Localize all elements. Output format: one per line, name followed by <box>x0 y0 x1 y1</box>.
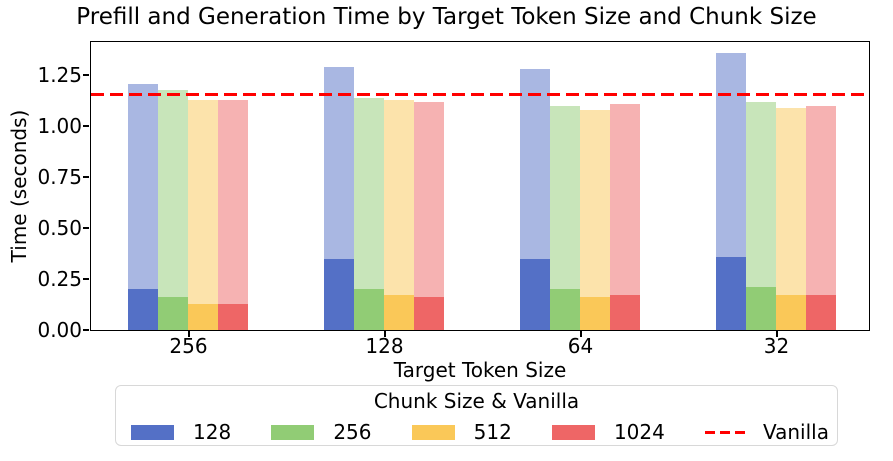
bar-chunk128-target256 <box>128 83 158 330</box>
x-tick-mark <box>775 331 778 337</box>
y-tick-label: 1.00 <box>37 113 82 138</box>
bar-prefill-segment <box>414 297 444 330</box>
legend-swatch-256 <box>271 424 315 440</box>
legend-title: Chunk Size & Vanilla <box>373 389 580 413</box>
bar-chunk512-target32 <box>776 108 806 330</box>
bar-chunk128-target32 <box>716 53 746 330</box>
bar-chunk512-target128 <box>384 100 414 330</box>
bar-chunk512-target64 <box>580 110 610 330</box>
legend-row: 128 256 512 1024 Vanilla <box>131 420 829 444</box>
legend-entry-512: 512 <box>411 420 512 444</box>
x-tick-mark <box>187 331 190 337</box>
bar-chunk128-target64 <box>520 69 550 330</box>
bar-prefill-segment <box>218 303 248 330</box>
bar-prefill-segment <box>128 289 158 330</box>
legend-entry-256: 256 <box>271 420 372 444</box>
x-tick-mark <box>579 331 582 337</box>
bar-prefill-segment <box>384 295 414 330</box>
y-tick-label: 0.25 <box>37 266 82 291</box>
bar-prefill-segment <box>354 289 384 330</box>
bar-chunk256-target128 <box>354 97 384 330</box>
legend: Chunk Size & Vanilla 128 256 512 1024 Vanill… <box>115 385 838 446</box>
y-tick-mark <box>83 124 89 127</box>
bar-prefill-segment <box>550 289 580 330</box>
legend-label: Vanilla <box>762 420 829 444</box>
bar-prefill-segment <box>610 295 640 330</box>
bar-chunk256-target64 <box>550 106 580 330</box>
x-tick-mark <box>383 331 386 337</box>
bar-chunk1024-target64 <box>610 104 640 330</box>
bar-chunk1024-target32 <box>806 106 836 330</box>
y-tick-label: 0.00 <box>37 317 82 342</box>
y-tick-label: 0.75 <box>37 164 82 189</box>
bar-prefill-segment <box>188 303 218 330</box>
bar-chunk128-target128 <box>324 67 354 330</box>
legend-entry-1024: 1024 <box>551 420 665 444</box>
legend-entry-128: 128 <box>131 421 231 443</box>
plot-area <box>90 41 870 331</box>
bar-prefill-segment <box>746 287 776 330</box>
y-tick-mark <box>83 277 89 280</box>
bar-prefill-segment <box>580 297 610 330</box>
vanilla-dash-key-icon <box>704 430 746 434</box>
legend-label: 128 <box>193 420 232 444</box>
legend-swatch-512 <box>411 424 455 440</box>
y-tick-label: 0.50 <box>37 215 82 240</box>
x-tick-label: 256 <box>169 334 208 358</box>
y-tick-label: 1.25 <box>37 63 82 88</box>
legend-label: 1024 <box>613 420 665 444</box>
x-axis-label: Target Token Size <box>393 358 567 382</box>
legend-label: 512 <box>473 420 512 444</box>
y-tick-mark <box>83 226 89 229</box>
legend-label: 256 <box>333 420 372 444</box>
x-tick-label: 128 <box>365 334 404 358</box>
bar-chunk1024-target256 <box>218 100 248 330</box>
bar-prefill-segment <box>776 295 806 330</box>
bar-prefill-segment <box>716 256 746 330</box>
bar-prefill-segment <box>324 258 354 330</box>
bar-chunk256-target32 <box>746 102 776 330</box>
y-tick-mark <box>83 74 89 77</box>
y-tick-mark <box>83 328 89 331</box>
bar-prefill-segment <box>158 297 188 330</box>
y-tick-mark <box>83 175 89 178</box>
legend-swatch-128 <box>131 424 174 440</box>
bar-chunk512-target256 <box>188 100 218 330</box>
x-tick-label: 64 <box>567 334 594 358</box>
x-tick-label: 32 <box>763 334 790 358</box>
bar-chunk256-target256 <box>158 89 188 330</box>
bar-prefill-segment <box>806 295 836 330</box>
vanilla-reference-line <box>91 93 869 97</box>
bar-prefill-segment <box>520 258 550 330</box>
bar-chunk1024-target128 <box>414 102 444 330</box>
legend-entry-vanilla: Vanilla <box>704 420 829 444</box>
chart-title: Prefill and Generation Time by Target To… <box>76 4 817 30</box>
legend-swatch-1024 <box>551 424 595 440</box>
